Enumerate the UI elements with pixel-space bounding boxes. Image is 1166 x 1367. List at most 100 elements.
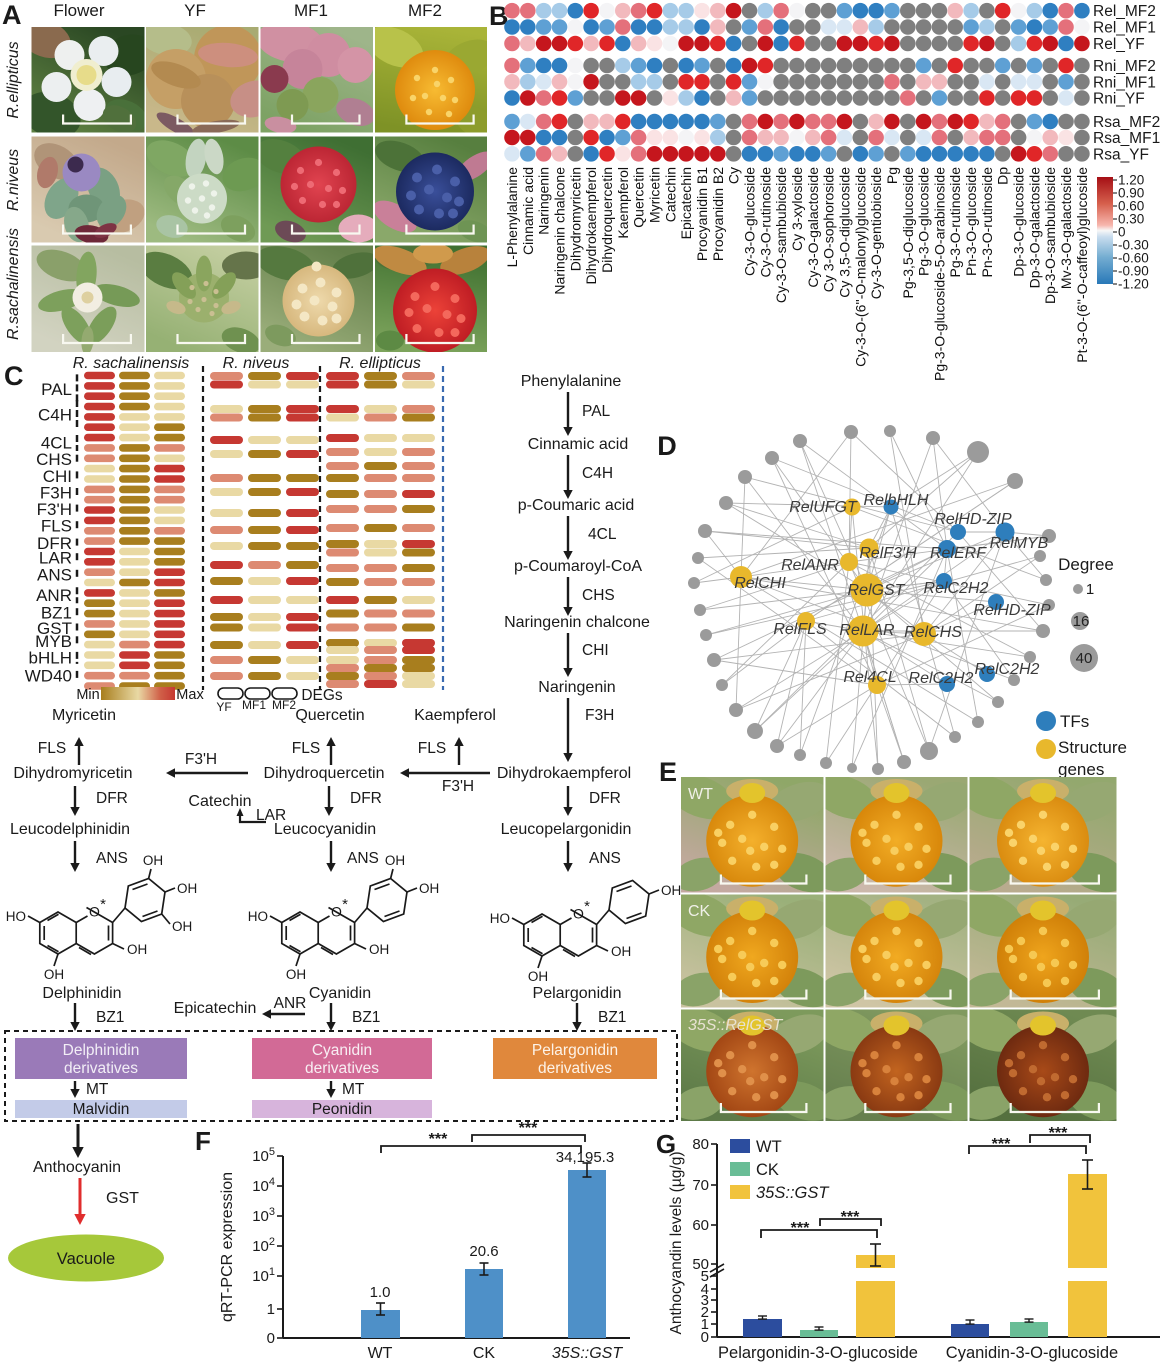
svg-text:*: * — [342, 896, 348, 913]
svg-text:102: 102 — [252, 1236, 275, 1255]
svg-text:CK: CK — [756, 1161, 779, 1179]
svg-text:genes: genes — [1058, 760, 1104, 779]
svg-text:FLS: FLS — [38, 740, 66, 757]
svg-text:105: 105 — [252, 1146, 275, 1165]
svg-text:70: 70 — [692, 1177, 709, 1194]
svg-text:2: 2 — [701, 1304, 709, 1321]
svg-text:***: *** — [841, 1209, 860, 1226]
svg-text:Pelargonidin: Pelargonidin — [532, 1042, 618, 1059]
svg-text:Flower: Flower — [53, 1, 104, 20]
svg-text:Cy 3-O-sophoroside: Cy 3-O-sophoroside — [821, 167, 837, 292]
svg-text:60: 60 — [692, 1217, 709, 1234]
svg-text:Dihydroquercetin: Dihydroquercetin — [264, 765, 385, 782]
svg-text:MF2: MF2 — [408, 1, 442, 20]
svg-text:RelHD-ZIP: RelHD-ZIP — [973, 602, 1051, 619]
svg-text:Delphinidin: Delphinidin — [42, 985, 121, 1002]
svg-text:Pn-3-O-glucoside: Pn-3-O-glucoside — [963, 167, 979, 276]
svg-text:BZ1: BZ1 — [598, 1009, 626, 1026]
svg-text:Mv-3-O-galactoside: Mv-3-O-galactoside — [1058, 167, 1074, 289]
svg-text:-0.30: -0.30 — [1118, 238, 1149, 253]
svg-text:*: * — [584, 898, 590, 915]
svg-text:Cy-3-O-glucoside: Cy-3-O-glucoside — [742, 167, 758, 276]
svg-text:R. ellipticus: R. ellipticus — [339, 355, 421, 372]
svg-text:5: 5 — [701, 1268, 709, 1285]
svg-text:derivatives: derivatives — [305, 1060, 379, 1077]
svg-text:Cyanidin-3-O-glucoside: Cyanidin-3-O-glucoside — [946, 1344, 1118, 1362]
svg-text:O: O — [331, 904, 342, 920]
svg-text:CHI: CHI — [43, 467, 72, 486]
svg-text:Pg: Pg — [884, 167, 900, 184]
svg-text:YF: YF — [216, 700, 231, 714]
svg-text:Pelargonidin: Pelargonidin — [533, 985, 622, 1002]
svg-text:Pelargonidin-3-O-glucoside: Pelargonidin-3-O-glucoside — [718, 1344, 918, 1362]
svg-text:Pg-3-O-rutinoside: Pg-3-O-rutinoside — [947, 167, 963, 278]
svg-text:WD40: WD40 — [25, 666, 72, 685]
svg-text:ANS: ANS — [589, 850, 621, 867]
svg-text:BZ1: BZ1 — [96, 1009, 124, 1026]
svg-text:PAL: PAL — [582, 403, 611, 420]
svg-text:A: A — [2, 0, 22, 30]
svg-text:F3H: F3H — [40, 484, 72, 503]
svg-text:F3H: F3H — [585, 707, 614, 724]
svg-text:Myricetin: Myricetin — [647, 167, 663, 223]
svg-text:80: 80 — [692, 1136, 709, 1153]
svg-text:LAR: LAR — [39, 549, 72, 568]
svg-text:Cyanidin: Cyanidin — [312, 1042, 372, 1059]
svg-text:Dp-3-O-galactoside: Dp-3-O-galactoside — [1026, 167, 1042, 289]
svg-text:0.90: 0.90 — [1118, 186, 1144, 201]
svg-text:Rel4CL: Rel4CL — [843, 669, 896, 686]
svg-text:Phenylalanine: Phenylalanine — [521, 373, 622, 390]
svg-text:Rni_YF: Rni_YF — [1093, 91, 1145, 108]
svg-text:Kaempferol: Kaempferol — [615, 167, 631, 239]
svg-text:***: *** — [1049, 1125, 1068, 1142]
svg-text:RelGST: RelGST — [848, 582, 906, 599]
svg-text:-0.60: -0.60 — [1118, 251, 1149, 266]
svg-text:Dp-3-O-sambubioside: Dp-3-O-sambubioside — [1042, 167, 1058, 304]
svg-text:OH: OH — [143, 853, 163, 868]
svg-text:WT: WT — [368, 1345, 393, 1362]
svg-text:B: B — [489, 1, 509, 31]
svg-text:RelERF: RelERF — [930, 545, 987, 562]
svg-text:Cy-3-O-gentiobioside: Cy-3-O-gentiobioside — [868, 167, 884, 299]
svg-text:O: O — [573, 906, 584, 922]
svg-text:Kaempferol: Kaempferol — [414, 707, 496, 724]
svg-text:103: 103 — [252, 1206, 275, 1225]
svg-text:Leucopelargonidin: Leucopelargonidin — [501, 821, 632, 838]
svg-text:DFR: DFR — [589, 790, 621, 807]
svg-text:MF1: MF1 — [242, 698, 266, 712]
svg-text:***: *** — [791, 1220, 810, 1237]
svg-text:1.0: 1.0 — [370, 1284, 391, 1301]
svg-text:Dihydromyricetin: Dihydromyricetin — [13, 765, 132, 782]
svg-text:BZ1: BZ1 — [41, 604, 72, 623]
svg-text:Rni_MF1: Rni_MF1 — [1093, 74, 1156, 91]
svg-text:PAL: PAL — [41, 380, 72, 399]
svg-text:Naringenin chalcone: Naringenin chalcone — [504, 614, 650, 631]
svg-text:C4H: C4H — [38, 406, 72, 425]
svg-text:LAR: LAR — [256, 807, 286, 824]
svg-text:HO: HO — [6, 909, 26, 924]
svg-text:Rel_MF2: Rel_MF2 — [1093, 3, 1156, 20]
svg-text:Quercetin: Quercetin — [295, 707, 364, 724]
svg-text:ANS: ANS — [96, 850, 128, 867]
svg-text:MF2: MF2 — [272, 698, 296, 712]
svg-text:p-Coumaric acid: p-Coumaric acid — [518, 497, 634, 514]
svg-text:BZ1: BZ1 — [352, 1009, 380, 1026]
svg-text:Cy-3-O-(6''-O-malonyl)glucosid: Cy-3-O-(6''-O-malonyl)glucoside — [852, 167, 868, 367]
svg-text:OH: OH — [44, 967, 64, 982]
svg-text:YF: YF — [184, 1, 206, 20]
svg-text:MF1: MF1 — [294, 1, 328, 20]
svg-text:RelMYB: RelMYB — [990, 535, 1049, 552]
svg-text:*: * — [100, 896, 106, 913]
svg-text:RelLAR: RelLAR — [839, 622, 895, 639]
svg-text:Peonidin: Peonidin — [312, 1101, 372, 1118]
svg-text:ANR: ANR — [274, 995, 307, 1012]
svg-text:FLS: FLS — [41, 517, 72, 536]
svg-text:Dihydromyricetin: Dihydromyricetin — [567, 167, 583, 271]
svg-text:ANS: ANS — [347, 850, 379, 867]
svg-text:GST: GST — [106, 1190, 139, 1207]
svg-text:Anthocyanin: Anthocyanin — [33, 1159, 121, 1176]
svg-text:OH: OH — [385, 853, 405, 868]
svg-text:RelC2H2: RelC2H2 — [924, 580, 989, 597]
svg-text:p-Coumaroyl-CoA: p-Coumaroyl-CoA — [514, 558, 642, 575]
svg-text:Max: Max — [176, 687, 204, 703]
